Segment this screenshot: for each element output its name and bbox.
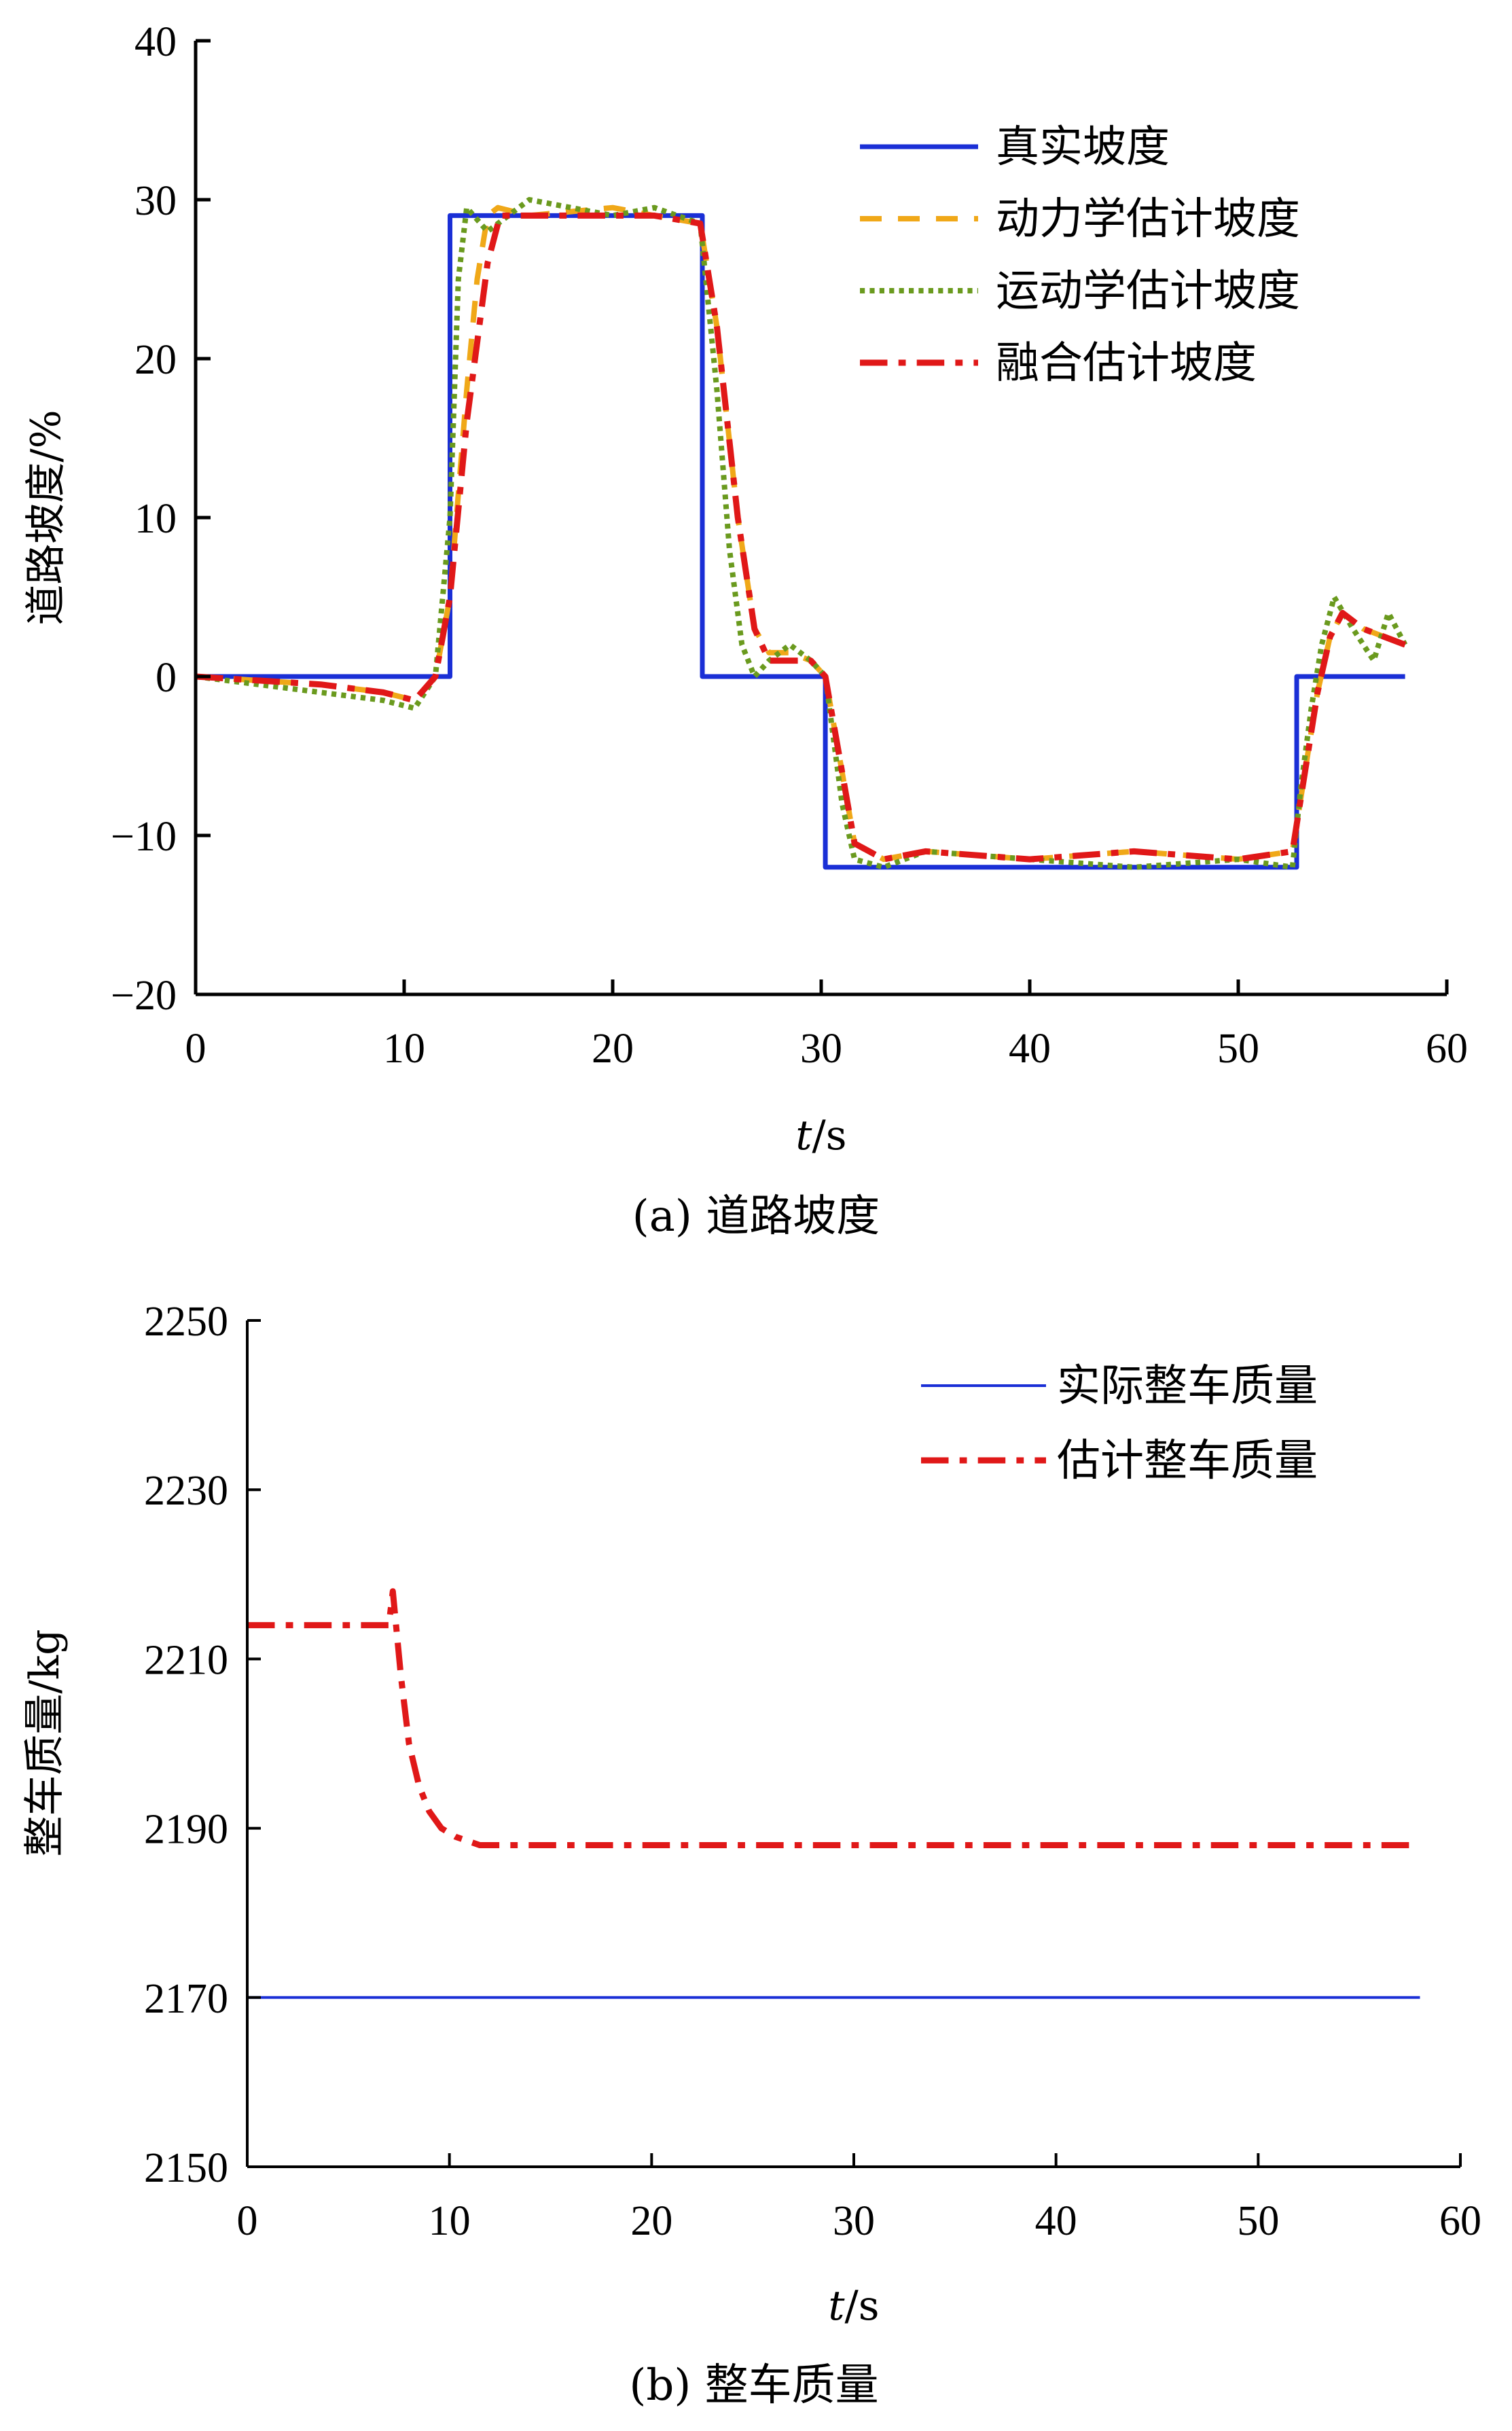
- plot-area: [196, 41, 1447, 994]
- x-axis-label: t/s: [828, 2282, 879, 2330]
- series-line-4: [195, 212, 1407, 863]
- legend-label-1: 实际整车质量: [1057, 1361, 1318, 1411]
- y-tick-label: −20: [111, 973, 177, 1019]
- y-tick-label: 2150: [144, 2145, 228, 2191]
- x-tick-label: 50: [1217, 1026, 1259, 1072]
- x-tick-label: 50: [1237, 2198, 1279, 2244]
- caption-a: (a) 道路坡度: [632, 1191, 880, 1242]
- y-tick-label: 2210: [144, 1637, 228, 1683]
- x-tick-label: 60: [1439, 2198, 1481, 2244]
- series-line-2: [247, 1588, 1420, 1848]
- x-tick-label: 30: [833, 2198, 875, 2244]
- chart-vehicle-mass: 0 10 20 30 40 50 60 2150 2170 2190 2210 2230 2250 实际…: [21, 1299, 1481, 2411]
- legend-label-2: 估计整车质量: [1057, 1436, 1318, 1486]
- x-tick-label: 40: [1035, 2198, 1077, 2244]
- x-tick-label: 20: [592, 1026, 634, 1072]
- legend-label-3: 运动学估计坡度: [996, 266, 1300, 317]
- y-axis-label: 道路坡度/%: [22, 410, 70, 625]
- y-tick-label: 20: [134, 337, 177, 383]
- y-tick-label: 40: [134, 19, 177, 65]
- series-line-3: [195, 197, 1408, 870]
- series-layer: [247, 1588, 1420, 1999]
- y-tick-label: 2190: [144, 1807, 228, 1853]
- x-tick-label: 60: [1426, 1026, 1468, 1072]
- x-tick-label: 30: [800, 1026, 842, 1072]
- y-tick-label: 0: [156, 655, 177, 701]
- y-tick-label: 2170: [144, 1976, 228, 2022]
- x-tick-label: 0: [237, 2198, 258, 2244]
- ticks-layer: 0 10 20 30 40 50 60 −20 −10 0 10 20 30 40: [111, 19, 1468, 1072]
- y-tick-label: 10: [134, 496, 177, 542]
- ticks-layer: 0 10 20 30 40 50 60 2150 2170 2190 2210 2230 2250: [144, 1299, 1481, 2244]
- series-layer: [195, 197, 1408, 870]
- x-tick-label: 10: [429, 2198, 471, 2244]
- y-tick-label: −10: [111, 814, 177, 860]
- y-tick-label: 2250: [144, 1299, 228, 1345]
- legend-label-4: 融合估计坡度: [996, 338, 1257, 389]
- x-tick-label: 0: [185, 1026, 206, 1072]
- legend-label-2: 动力学估计坡度: [996, 194, 1300, 245]
- x-axis-label: t/s: [795, 1112, 846, 1159]
- x-tick-label: 20: [630, 2198, 672, 2244]
- x-tick-label: 40: [1009, 1026, 1051, 1072]
- legend-label-1: 真实坡度: [996, 122, 1170, 173]
- chart-road-slope: 0 10 20 30 40 50 60 −20 −10 0 10 20 30 40 真实坡度动力学估计坡度…: [22, 19, 1468, 1242]
- y-tick-label: 30: [134, 178, 177, 224]
- caption-b: (b) 整车质量: [629, 2360, 878, 2411]
- x-tick-label: 10: [383, 1026, 425, 1072]
- y-axis-label: 整车质量/kg: [21, 1629, 69, 1857]
- y-tick-label: 2230: [144, 1468, 228, 1514]
